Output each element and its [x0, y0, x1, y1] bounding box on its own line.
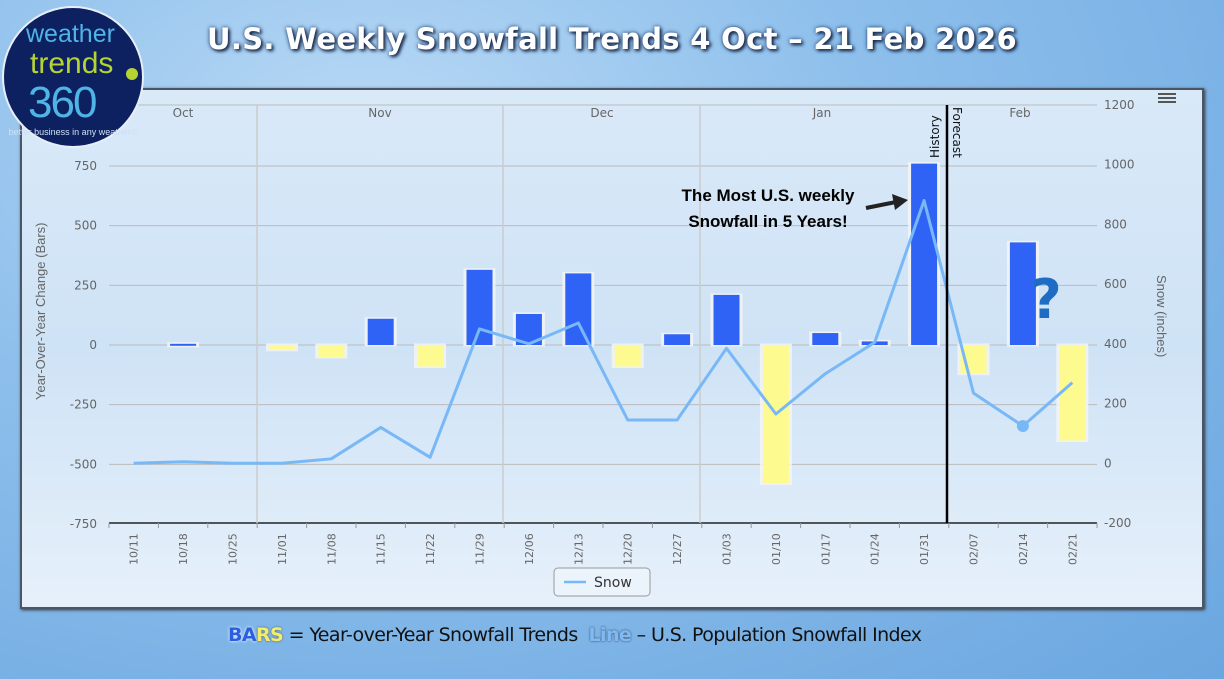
caption-bars-b: RS — [256, 624, 284, 646]
y-tick-label: -250 — [70, 398, 97, 412]
bar — [318, 345, 345, 357]
x-tick-label: 01/10 — [770, 533, 783, 565]
y2-tick-label: 200 — [1104, 397, 1127, 411]
legend[interactable]: Snow — [553, 567, 651, 597]
bar — [170, 343, 197, 346]
bar — [911, 163, 938, 345]
weathertrends360-logo: weather trends 360 better business in an… — [2, 6, 144, 148]
history-label: History — [928, 115, 942, 158]
legend-label-snow: Snow — [594, 575, 632, 591]
y-tick-label: 0 — [89, 338, 97, 352]
caption-bars-text: = Year-over-Year Snowfall Trends — [283, 624, 589, 646]
bar — [417, 345, 444, 367]
month-label: Dec — [590, 106, 613, 120]
y2-tick-label: 400 — [1104, 337, 1127, 351]
snow-line — [133, 199, 1074, 465]
bar — [1009, 242, 1036, 345]
x-tick-label: 10/25 — [227, 533, 240, 565]
bar — [565, 273, 592, 345]
callout-line1: The Most U.S. weekly — [682, 186, 855, 205]
bar — [664, 334, 691, 345]
bar — [812, 333, 839, 345]
y2-tick-label: 1000 — [1104, 158, 1135, 172]
month-label: Feb — [1009, 106, 1030, 120]
caption-bars-a: BA — [228, 624, 257, 646]
y-tick-label: -750 — [70, 517, 97, 531]
y-tick-label: -500 — [70, 457, 97, 471]
callout-line2: Snowfall in 5 Years! — [688, 212, 847, 231]
y-tick-label: 250 — [74, 278, 97, 292]
x-tick-label: 12/13 — [572, 533, 585, 565]
x-tick-label: 11/29 — [474, 533, 487, 565]
y2-tick-label: 800 — [1104, 217, 1127, 231]
x-tick-label: 10/18 — [177, 533, 190, 565]
x-tick-label: 12/06 — [523, 533, 536, 565]
x-tick-label: 10/11 — [128, 533, 141, 565]
x-tick-label: 12/27 — [671, 533, 684, 565]
month-label: Oct — [173, 106, 194, 120]
x-tick-label: 11/01 — [276, 533, 289, 565]
x-tick-label: 01/17 — [819, 533, 832, 565]
y2-tick-label: -200 — [1104, 516, 1131, 530]
x-tick-label: 11/08 — [325, 533, 338, 565]
y-tick-label: 500 — [74, 219, 97, 233]
x-tick-label: 01/03 — [721, 533, 734, 565]
question-mark: ? — [1030, 268, 1061, 331]
caption: BARS = Year-over-Year Snowfall Trends Li… — [228, 624, 922, 646]
month-label: Jan — [812, 106, 832, 120]
month-label: Nov — [368, 106, 391, 120]
logo-text-1: weather — [26, 20, 115, 48]
x-tick-label: 12/20 — [622, 533, 635, 565]
caption-line-text: – U.S. Population Snowfall Index — [631, 624, 922, 646]
bar — [268, 345, 295, 350]
x-tick-label: 11/15 — [375, 533, 388, 565]
chart-title: U.S. Weekly Snowfall Trends 4 Oct – 21 F… — [207, 22, 1017, 56]
bar — [466, 269, 493, 345]
bar — [713, 294, 740, 345]
x-tick-label: 01/24 — [869, 533, 882, 565]
bar — [614, 345, 641, 367]
logo-text-3: 360 — [28, 78, 97, 127]
y2-tick-label: 1200 — [1104, 98, 1135, 112]
y-tick-label: 750 — [74, 159, 97, 173]
bar — [1059, 345, 1086, 441]
y2-tick-label: 600 — [1104, 277, 1127, 291]
logo-dot — [126, 68, 138, 80]
bar — [367, 318, 394, 345]
logo-text-2: trends — [30, 47, 114, 80]
y2-tick-label: 0 — [1104, 456, 1112, 470]
x-tick-label: 02/14 — [1017, 533, 1030, 565]
caption-line-word: Line — [588, 624, 632, 646]
forecast-label: Forecast — [950, 107, 964, 158]
logo-tagline: better business in any weather® — [8, 127, 138, 137]
x-tick-label: 11/22 — [424, 533, 437, 565]
snow-point — [1016, 419, 1029, 432]
y-axis-label: Year-Over-Year Change (Bars) — [33, 222, 48, 400]
x-tick-label: 01/31 — [918, 533, 931, 565]
callout-arrow-icon — [865, 194, 908, 210]
x-tick-label: 02/21 — [1066, 533, 1079, 565]
x-tick-label: 02/07 — [968, 533, 981, 565]
chart-menu-icon[interactable] — [1158, 93, 1176, 105]
y2-axis-label: Snow (inches) — [1154, 275, 1169, 357]
